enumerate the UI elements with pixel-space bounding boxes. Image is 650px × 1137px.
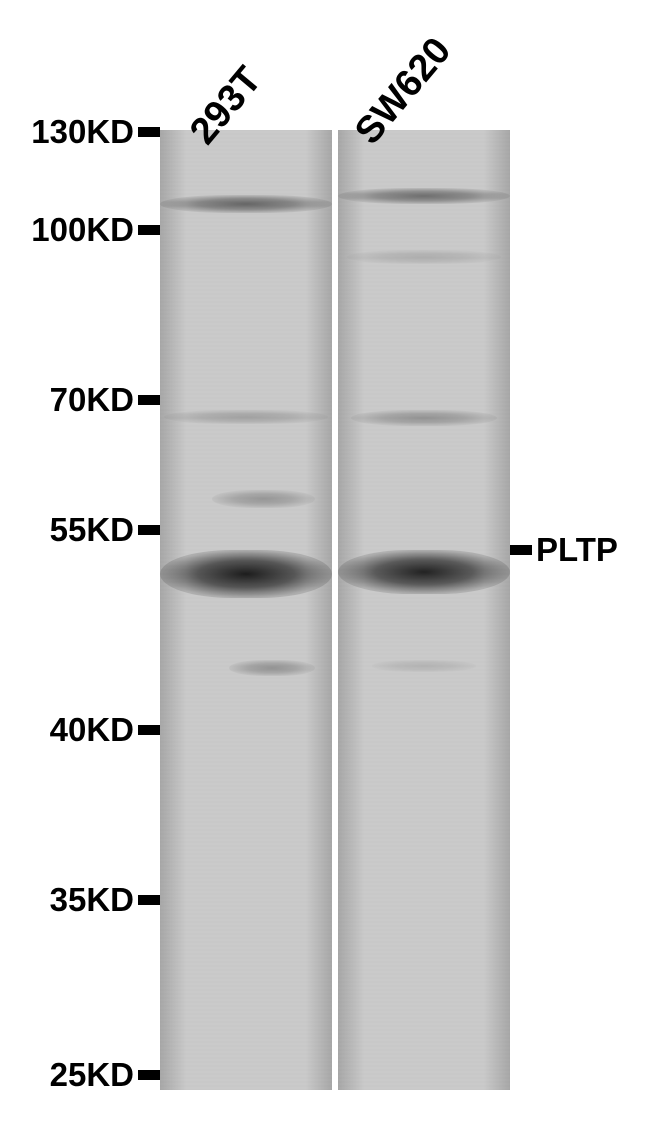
lane-sw620	[338, 130, 510, 1090]
band	[212, 490, 315, 508]
blot-membrane	[160, 130, 510, 1090]
mw-marker-label: 130KD	[31, 113, 134, 151]
lane-divider	[332, 130, 338, 1090]
mw-marker-tick	[138, 1070, 160, 1080]
mw-marker-tick	[138, 127, 160, 137]
band	[338, 550, 510, 594]
lane-noise	[338, 130, 510, 1090]
band	[164, 410, 327, 424]
mw-marker-tick	[138, 725, 160, 735]
mw-marker-label: 25KD	[50, 1056, 134, 1094]
mw-marker-tick	[138, 895, 160, 905]
mw-marker-label: 55KD	[50, 511, 134, 549]
mw-marker-label: 35KD	[50, 881, 134, 919]
band	[160, 550, 332, 598]
mw-marker-tick	[138, 225, 160, 235]
lane-293t	[160, 130, 332, 1090]
protein-label: PLTP	[536, 531, 618, 569]
band	[229, 660, 315, 676]
mw-marker-tick	[138, 525, 160, 535]
western-blot-figure: 130KD100KD70KD55KD40KD35KD25KD293TSW620P…	[0, 0, 650, 1137]
band	[372, 660, 475, 672]
band	[347, 250, 502, 264]
lane-noise	[160, 130, 332, 1090]
protein-label-tick	[510, 545, 532, 555]
band	[160, 195, 332, 213]
mw-marker-tick	[138, 395, 160, 405]
band	[351, 410, 497, 426]
mw-marker-label: 40KD	[50, 711, 134, 749]
mw-marker-label: 70KD	[50, 381, 134, 419]
mw-marker-label: 100KD	[31, 211, 134, 249]
band	[338, 188, 510, 204]
